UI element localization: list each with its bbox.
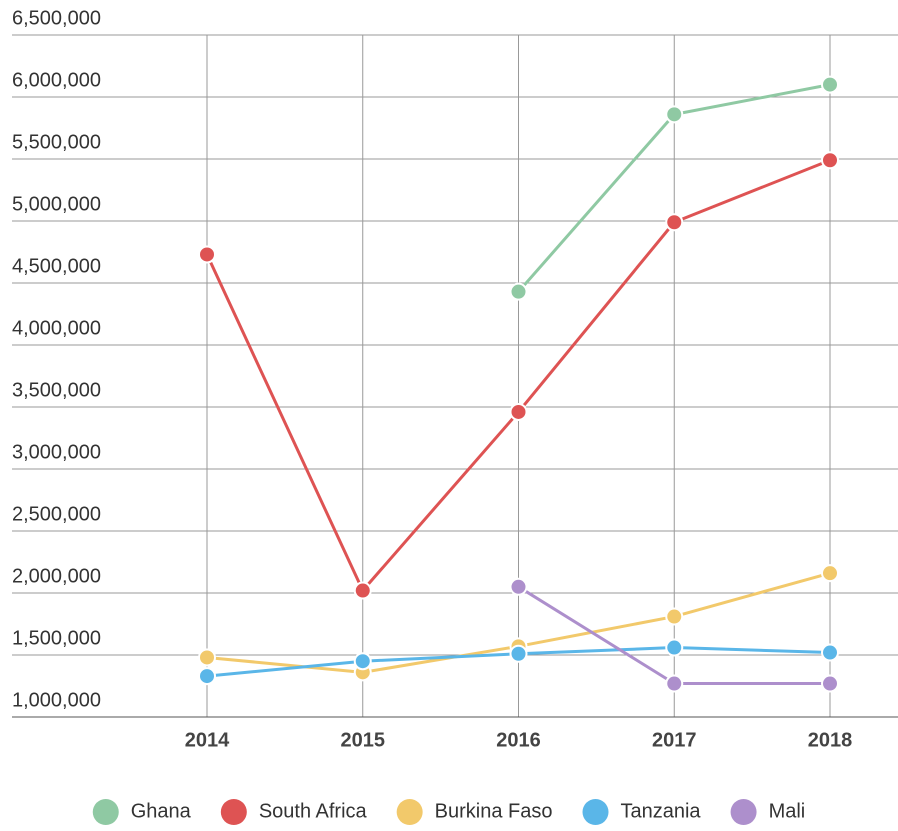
point	[509, 402, 528, 421]
y-tick-label: 4,000,000	[12, 317, 101, 339]
point	[509, 282, 528, 301]
y-tick-label: 3,000,000	[12, 441, 101, 463]
legend-swatch	[220, 799, 247, 825]
x-tick-label: 2018	[808, 729, 853, 751]
x-tick-label: 2016	[496, 729, 541, 751]
point	[665, 105, 684, 124]
point	[353, 581, 372, 600]
legend-swatch	[396, 799, 423, 825]
point	[353, 652, 372, 671]
y-tick-label: 6,000,000	[12, 69, 101, 91]
y-tick-label: 5,500,000	[12, 131, 101, 153]
x-tick-label: 2015	[341, 729, 386, 751]
y-tick-label: 2,000,000	[12, 565, 101, 587]
legend-label: Tanzania	[621, 800, 702, 822]
y-tick-label: 3,500,000	[12, 379, 101, 401]
point	[198, 648, 216, 667]
y-tick-label: 4,500,000	[12, 255, 101, 277]
point	[198, 667, 216, 686]
y-tick-label: 6,500,000	[12, 7, 101, 29]
point	[665, 638, 684, 657]
point	[509, 644, 528, 663]
point	[509, 577, 528, 596]
point	[821, 674, 839, 693]
x-tick-label: 2017	[652, 729, 697, 751]
y-tick-label: 2,500,000	[12, 503, 101, 525]
x-tick-label: 2014	[185, 729, 230, 751]
point	[821, 151, 839, 170]
y-tick-label: 1,500,000	[12, 627, 101, 649]
point	[821, 75, 839, 94]
y-tick-label: 5,000,000	[12, 193, 101, 215]
legend-label: Burkina Faso	[435, 800, 553, 822]
point	[198, 245, 216, 264]
legend-label: South Africa	[259, 800, 368, 822]
legend-label: Mali	[769, 800, 806, 822]
point	[665, 607, 684, 626]
point	[665, 674, 684, 693]
point	[821, 643, 839, 662]
y-tick-label: 1,000,000	[12, 689, 101, 711]
legend-swatch	[92, 799, 119, 825]
point	[821, 564, 839, 583]
legend-label: Ghana	[131, 800, 192, 822]
legend-swatch	[730, 799, 757, 825]
legend-swatch	[582, 799, 609, 825]
point	[665, 213, 684, 232]
